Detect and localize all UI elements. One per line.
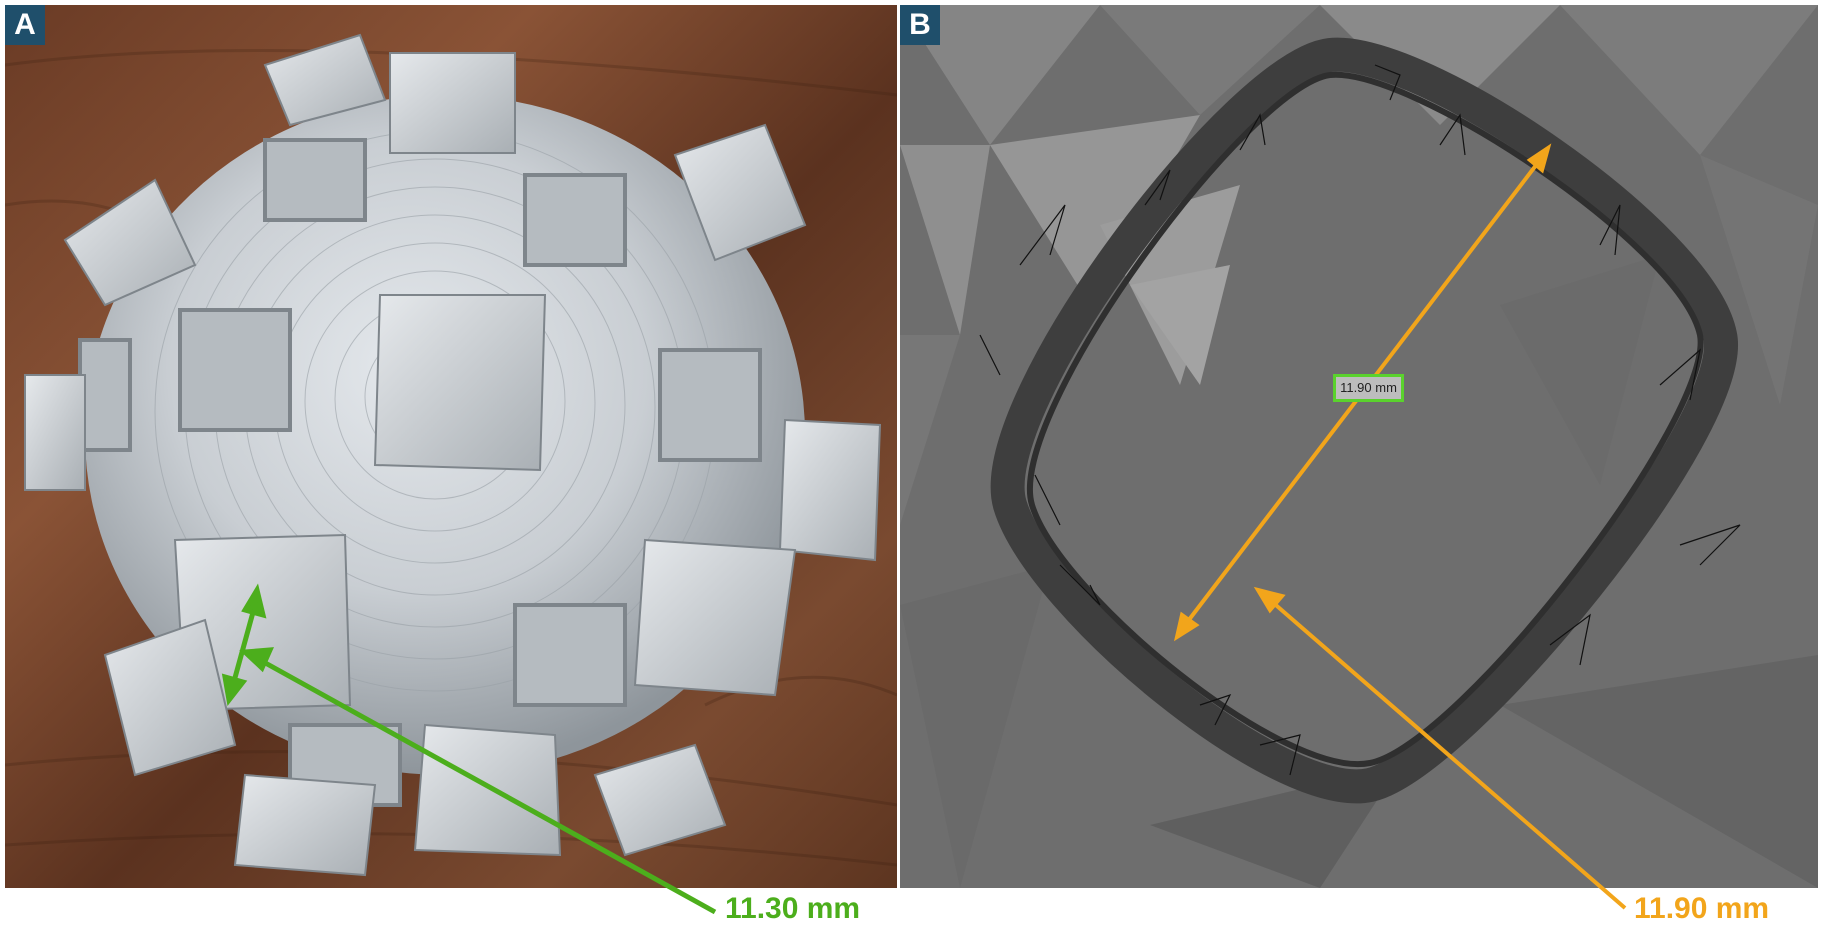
panel-a-photo: A — [5, 5, 897, 888]
printed-sphere-illustration — [5, 33, 897, 877]
panel-b-mesh-render: 11.90 mm B — [900, 5, 1818, 888]
green-measure-arrow — [221, 583, 267, 706]
mesh-render-illustration — [900, 5, 1818, 888]
measurement-tag: 11.90 mm — [1333, 374, 1404, 402]
measurement-label-a: 11.30 mm — [725, 892, 861, 925]
measurement-label-b: 11.90 mm — [1634, 892, 1770, 925]
panel-label-a: A — [5, 5, 45, 45]
panel-label-b: B — [900, 5, 940, 45]
